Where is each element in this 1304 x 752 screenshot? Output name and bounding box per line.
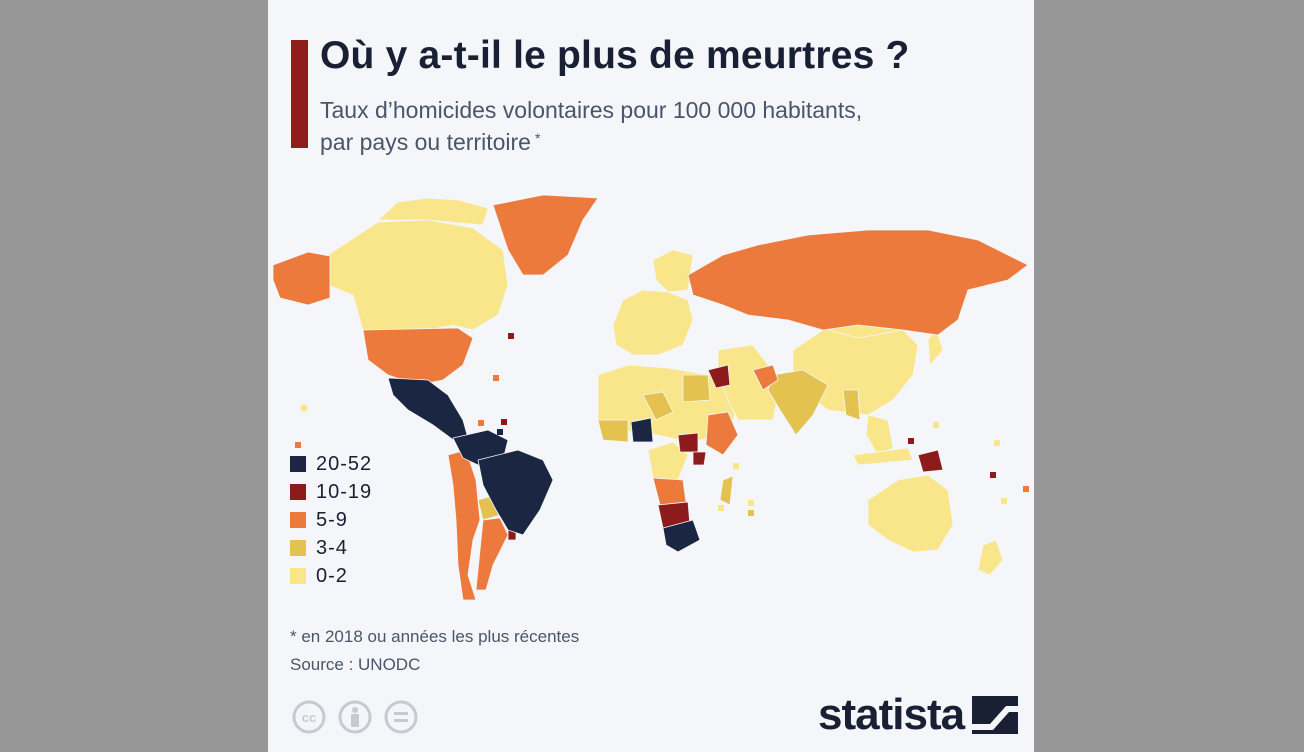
island-marker [748, 510, 754, 516]
island-marker [748, 500, 754, 506]
australia-region [867, 474, 954, 553]
brand-wordmark: statista [818, 690, 965, 739]
island-markers [295, 333, 1029, 516]
egypt-region [682, 374, 711, 403]
legend-swatch [290, 540, 306, 556]
brazil-region [477, 449, 554, 536]
legend-swatch [290, 512, 306, 528]
subtitle-line-1: Taux d’homicides volontaires pour 100 00… [320, 97, 863, 123]
svg-text:cc: cc [302, 710, 316, 725]
angola-region [652, 477, 687, 506]
uganda-region [692, 451, 707, 466]
nigeria-region [630, 417, 654, 443]
arctic-islands-region [376, 197, 489, 226]
myanmar-region [842, 389, 861, 421]
legend-item: 0-2 [290, 562, 372, 590]
island-marker [501, 419, 507, 425]
legend-label: 20-52 [316, 452, 373, 475]
island-marker [994, 440, 1000, 446]
island-marker [295, 442, 301, 448]
subtitle: Taux d’homicides volontaires pour 100 00… [320, 94, 980, 158]
legend-swatch [290, 484, 306, 500]
usa-region [362, 327, 474, 386]
east-africa-region [705, 411, 739, 456]
legend-label: 5-9 [316, 508, 348, 531]
island-marker [301, 405, 307, 411]
infographic-card: Où y a-t-il le plus de meurtres ? Taux d… [268, 0, 1034, 752]
legend-item: 20-52 [290, 450, 372, 478]
by-icon[interactable] [338, 700, 372, 734]
page-title: Où y a-t-il le plus de meurtres ? [320, 34, 910, 77]
legend-swatch [290, 568, 306, 584]
legend-label: 3-4 [316, 536, 348, 559]
nd-icon[interactable] [384, 700, 418, 734]
scandinavia-region [652, 249, 694, 293]
island-marker [1001, 498, 1007, 504]
island-marker [494, 440, 500, 446]
west-south-america-region [447, 449, 481, 601]
source-text: Source : UNODC [290, 655, 421, 674]
west-africa-region [597, 419, 629, 443]
russia-region [687, 229, 1029, 336]
new-zealand-region [977, 539, 1004, 576]
footnote: * en 2018 ou années les plus récentes [290, 627, 580, 646]
category-10-19-regions [507, 364, 944, 541]
island-marker [508, 333, 514, 339]
mexico-central-america-region [387, 377, 469, 443]
central-africa-region [647, 441, 689, 481]
madagascar-region [719, 475, 734, 506]
world-map [272, 194, 1029, 601]
argentina-region [475, 517, 509, 591]
sahel-region [642, 391, 674, 421]
island-marker [493, 375, 499, 381]
south-africa-region [662, 519, 701, 553]
subtitle-line-2: par pays ou territoire [320, 129, 531, 155]
statista-logo-icon [972, 696, 1019, 734]
india-region [767, 369, 829, 436]
greenland-region [492, 194, 599, 276]
category-20-52-regions [387, 377, 701, 553]
indonesia-region [852, 447, 914, 466]
southeast-asia-region [865, 414, 894, 456]
legend-label: 0-2 [316, 564, 348, 587]
island-marker [990, 472, 996, 478]
island-marker [933, 422, 939, 428]
legend: 20-52 10-19 5-9 3-4 0-2 [290, 450, 372, 590]
island-marker [497, 429, 503, 435]
cc-icon[interactable]: cc [292, 700, 326, 734]
legend-swatch [290, 456, 306, 472]
legend-item: 10-19 [290, 478, 372, 506]
category-0-2-regions [327, 197, 1004, 576]
title-accent-bar [291, 40, 308, 148]
papua-new-guinea-region [917, 449, 944, 473]
subtitle-footnote-marker: * [534, 130, 541, 146]
legend-label: 10-19 [316, 480, 373, 503]
legend-item: 5-9 [290, 506, 372, 534]
island-marker [1023, 486, 1029, 492]
island-marker [718, 505, 724, 511]
legend-item: 3-4 [290, 534, 372, 562]
category-5-9-regions [272, 194, 1029, 601]
island-marker [478, 420, 484, 426]
island-marker [733, 463, 739, 469]
iran-region [752, 364, 779, 391]
statista-logo[interactable]: statista [818, 690, 1019, 740]
south-sudan-region [677, 432, 699, 453]
canada-region [327, 219, 509, 331]
island-marker [908, 438, 914, 444]
alaska-region [272, 251, 331, 306]
western-europe-region [612, 289, 694, 356]
iraq-region [707, 364, 731, 389]
